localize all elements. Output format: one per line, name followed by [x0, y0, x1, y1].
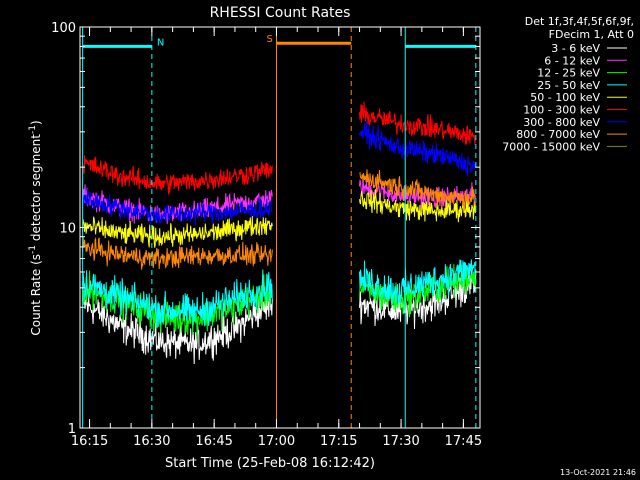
x-tick-label: 16:30 — [133, 434, 170, 449]
x-tick-label: 16:45 — [195, 434, 232, 449]
footer-timestamp: 13-Oct-2021 21:46 — [560, 468, 636, 477]
series-line-6-segment-1 — [82, 155, 273, 195]
y-tick-label: 100 — [51, 21, 76, 36]
y-axis-label-main: Count Rate (s — [29, 254, 43, 336]
legend-label-9: 7000 - 15000 keV — [502, 140, 600, 153]
y-axis-label-tail: detector segment — [29, 134, 43, 245]
series-layer — [82, 101, 477, 365]
legend-header-line-2: FDecim 1, Att 0 — [549, 28, 634, 41]
series-line-8-segment-2 — [359, 169, 477, 211]
x-tick-label: 17:30 — [382, 434, 419, 449]
legend-label-8: 800 - 7000 keV — [516, 128, 600, 141]
x-tick-label: 17:00 — [258, 434, 295, 449]
legend-label-3: 12 - 25 keV — [537, 67, 600, 80]
axis-layer: 1 10 100 16:15 16:30 16:45 17:00 17:15 17:30 17:4… — [51, 21, 482, 449]
marker-label-S: S — [266, 34, 272, 45]
series-line-5-segment-1 — [82, 215, 273, 248]
series-line-3-segment-2 — [359, 264, 477, 318]
series-line-2-segment-2 — [359, 176, 477, 211]
y-axis-label-close: ) — [29, 120, 43, 125]
marker-label-N: N — [157, 37, 164, 48]
series-line-6-segment-2 — [359, 101, 477, 145]
legend-label-1: 3 - 6 keV — [551, 42, 600, 55]
legend-label-7: 300 - 800 keV — [523, 116, 600, 129]
x-tick-label: 17:15 — [320, 434, 357, 449]
y-tick-label: 10 — [59, 222, 76, 237]
x-tick-label: 17:45 — [445, 434, 482, 449]
series-line-5-segment-2 — [359, 189, 477, 223]
series-line-4-segment-2 — [359, 259, 477, 306]
x-tick-label: 16:15 — [71, 434, 108, 449]
y-tick-label: 1 — [68, 422, 76, 437]
legend-label-2: 6 - 12 keV — [544, 54, 600, 67]
series-line-1-segment-2 — [359, 270, 477, 330]
x-axis-label: Start Time (25-Feb-08 16:12:42) — [165, 456, 375, 471]
y-axis-label-sup: -1 — [28, 245, 38, 254]
y-axis-label-sup2: -1 — [28, 125, 38, 134]
series-line-8-segment-1 — [82, 236, 273, 270]
legend-label-6: 100 - 300 keV — [523, 104, 600, 117]
series-line-4-segment-1 — [82, 269, 273, 328]
series-line-7-segment-2 — [359, 120, 477, 176]
chart-title: RHESSI Count Rates — [210, 5, 351, 21]
plot-frame — [79, 26, 481, 429]
series-line-1-segment-1 — [82, 289, 273, 365]
legend-label-4: 25 - 50 keV — [537, 79, 600, 92]
series-line-7-segment-1 — [82, 188, 273, 226]
legend-label-5: 50 - 100 keV — [530, 91, 600, 104]
y-axis-label: Count Rate (s-1 detector segment-1) — [28, 120, 43, 335]
legend-header-line-1: Det 1f,3f,4f,5f,6f,9f, — [525, 15, 634, 28]
